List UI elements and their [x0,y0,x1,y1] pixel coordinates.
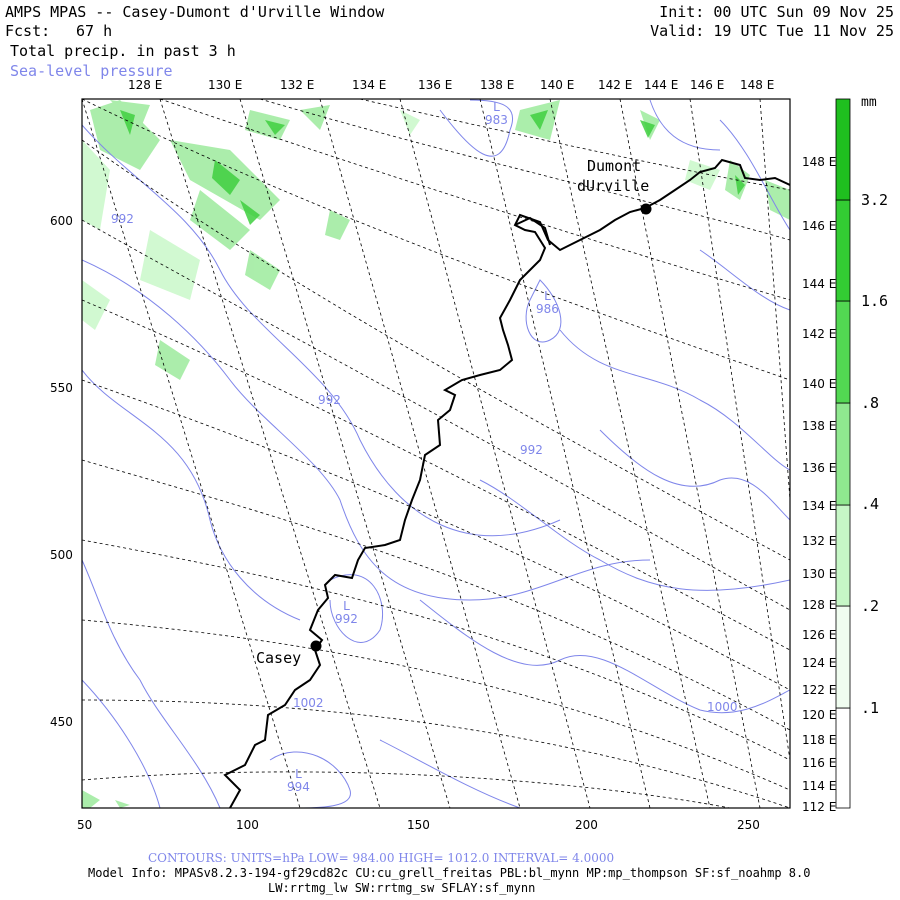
init-time: Init: 00 UTC Sun 09 Nov 25 [659,3,894,21]
pressure-label: 992 [318,393,341,407]
y-tick-label: 500 [50,548,73,562]
x-tick-label: 100 [236,818,259,832]
top-lon-label: 128 E [128,78,163,92]
right-lon-label: 122 E [802,683,837,697]
y-tick-label: 600 [50,214,73,228]
colorbar-level-label: .1 [861,699,880,717]
colorbar-level-label: 3.2 [861,191,889,209]
colorbar-level-label: .2 [861,597,880,615]
station-label-dumont-line1: Dumont [587,157,642,175]
pressure-label: L 994 [287,767,310,794]
right-lon-label: 134 E [802,499,837,513]
right-lon-label: 144 E [802,277,837,291]
right-lon-label: 142 E [802,327,837,341]
latlon-grid [82,99,790,808]
forecast-hours: 67 h [76,22,113,40]
pressure-label: 1000 [707,700,738,714]
x-tick-label: 200 [575,818,598,832]
map-title: AMPS MPAS -- Casey-Dumont d'Urville Wind… [5,3,385,21]
top-lon-label: 138 E [480,78,515,92]
y-tick-label: 450 [50,715,73,729]
right-lon-label: 148 E [802,155,837,169]
top-lon-label: 148 E [740,78,775,92]
top-lon-label: 130 E [208,78,243,92]
x-tick-label: 150 [407,818,430,832]
top-lon-label: 136 E [418,78,453,92]
pressure-label: 992 [111,212,134,226]
isobars [82,99,790,808]
right-lon-label: 112 E [802,800,837,814]
model-info: Model Info: MPASv8.2.3-194-gf29cd82c CU:… [88,866,811,880]
right-lon-label: 114 E [802,779,837,793]
top-lon-label: 132 E [280,78,315,92]
casey-marker [310,640,322,652]
top-lon-label: 134 E [352,78,387,92]
right-lon-label: 116 E [802,756,837,770]
x-tick-label: 250 [737,818,760,832]
top-lon-label: 142 E [598,78,633,92]
pressure-label: L 983 [485,100,508,127]
overlay-name: Sea-level pressure [10,62,173,80]
colorbar-units: mm [861,95,877,110]
right-lon-label: 120 E [802,708,837,722]
top-lon-label: 146 E [690,78,725,92]
field-name: Total precip. in past 3 h [10,42,236,60]
dumont-durville-marker [640,203,652,215]
valid-time: Valid: 19 UTC Tue 11 Nov 25 [650,22,894,40]
right-lon-label: 132 E [802,534,837,548]
pressure-label: L 986 [536,289,559,316]
right-lon-label: 124 E [802,656,837,670]
x-tick-label: 50 [77,818,93,832]
colorbar-level-label: 1.6 [861,292,889,310]
top-lon-label: 144 E [644,78,679,92]
right-lon-label: 136 E [802,461,837,475]
colorbar-level-label: .8 [861,394,880,412]
y-tick-label: 550 [50,381,73,395]
right-lon-label: 130 E [802,567,837,581]
station-label-casey: Casey [256,649,302,667]
forecast-label: Fcst: [5,22,51,40]
right-lon-label: 128 E [802,598,837,612]
pressure-label: 1002 [293,696,324,710]
right-lon-label: 146 E [802,219,837,233]
plot-frame [81,98,791,809]
colorbar-bin-6 [835,199,851,302]
precip-shading [82,100,790,808]
colorbar-bin-1 [835,707,851,809]
colorbar [835,98,851,809]
colorbar-bin-3 [835,504,851,607]
colorbar-bin-2 [835,605,851,709]
contour-info: CONTOURS: UNITS=hPa LOW= 984.00 HIGH= 10… [148,851,615,865]
right-lon-label: 138 E [802,419,837,433]
right-lon-label: 118 E [802,733,837,747]
right-lon-label: 126 E [802,628,837,642]
right-lon-label: 140 E [802,377,837,391]
colorbar-bin-7 [835,98,851,201]
colorbar-level-label: .4 [861,495,880,513]
colorbar-bin-5 [835,300,851,404]
colorbar-bin-4 [835,402,851,506]
model-info-line2: LW:rrtmg_lw SW:rrtmg_sw SFLAY:sf_mynn [268,881,536,895]
station-label-dumont-line2: dUrville [577,177,650,195]
pressure-label: L 992 [335,599,358,626]
top-lon-label: 140 E [540,78,575,92]
pressure-label: 992 [520,443,543,457]
